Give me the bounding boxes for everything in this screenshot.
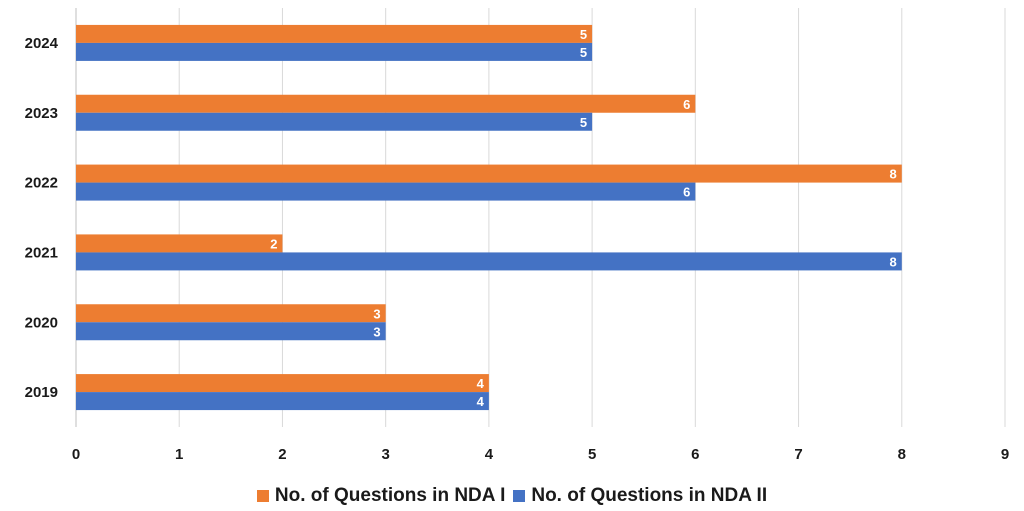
bar-nda-2 <box>76 112 593 131</box>
data-label: 3 <box>373 324 380 339</box>
x-tick-label: 0 <box>72 446 80 463</box>
x-tick-label: 5 <box>588 446 596 463</box>
legend-swatch-nda-1 <box>256 490 269 502</box>
data-label: 3 <box>373 306 380 321</box>
bar-nda-2 <box>76 252 902 271</box>
data-label: 2 <box>270 236 277 251</box>
legend-item-nda-1: No. of Questions in NDA I <box>256 485 506 507</box>
x-tick-label: 2 <box>278 446 286 463</box>
legend-label-nda-2: No. of Questions in NDA II <box>531 485 768 506</box>
data-label: 4 <box>477 376 485 391</box>
data-label: 6 <box>683 97 690 112</box>
category-label: 2019 <box>25 384 58 401</box>
x-tick-label: 6 <box>691 446 699 463</box>
bar-nda-2 <box>76 182 696 201</box>
x-tick-label: 3 <box>381 446 389 463</box>
x-tick-label: 8 <box>898 446 906 463</box>
data-label: 6 <box>683 185 690 200</box>
bar-nda-1 <box>76 234 283 253</box>
data-label: 8 <box>890 254 897 269</box>
bar-nda-1 <box>76 24 593 43</box>
legend: No. of Questions in NDA I No. of Questio… <box>0 483 1024 509</box>
data-label: 5 <box>580 115 587 130</box>
category-label: 2024 <box>25 35 59 52</box>
data-label: 5 <box>580 27 587 42</box>
bar-nda-1 <box>76 164 902 183</box>
category-label: 2023 <box>25 105 58 122</box>
bar-chart: 0 1 2 3 4 5 6 7 8 9 2024 5 5 2023 6 5 2022 8 6 2021 2 8 2020 3 3… <box>25 8 1009 463</box>
bar-nda-2 <box>76 392 489 411</box>
legend-item-nda-2: No. of Questions in NDA II <box>513 485 767 507</box>
data-label: 5 <box>580 45 587 60</box>
bar-nda-1 <box>76 94 696 113</box>
category-label: 2021 <box>25 244 58 261</box>
bar-nda-2 <box>76 42 593 61</box>
bar-nda-1 <box>76 374 489 393</box>
x-tick-label: 4 <box>485 446 494 463</box>
legend-swatch-nda-2 <box>513 490 526 502</box>
data-label: 4 <box>477 394 485 409</box>
x-tick-label: 1 <box>175 446 183 463</box>
legend-label-nda-1: No. of Questions in NDA I <box>274 485 506 506</box>
bar-nda-1 <box>76 304 386 323</box>
x-tick-label: 9 <box>1001 446 1009 463</box>
x-tick-label: 7 <box>794 446 802 463</box>
category-label: 2022 <box>25 175 58 192</box>
bar-nda-2 <box>76 322 386 341</box>
data-label: 8 <box>890 167 897 182</box>
category-label: 2020 <box>25 314 58 331</box>
